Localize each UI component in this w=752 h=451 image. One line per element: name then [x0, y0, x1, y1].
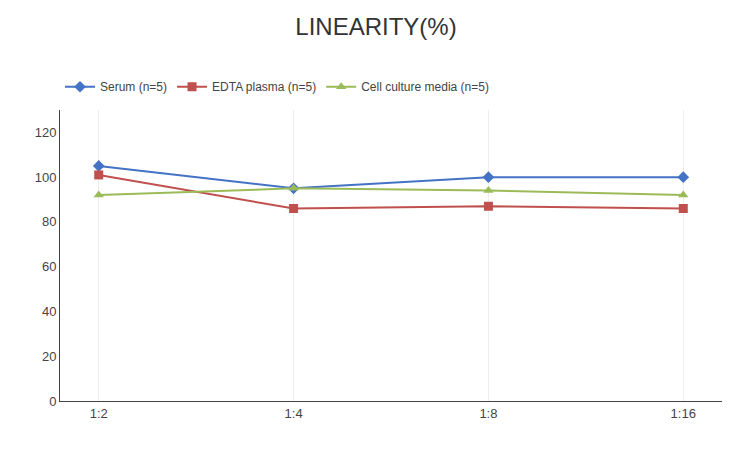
svg-text:40: 40 — [42, 304, 56, 319]
svg-text:1:16: 1:16 — [671, 406, 696, 421]
svg-text:60: 60 — [42, 259, 56, 274]
svg-text:80: 80 — [42, 214, 56, 229]
svg-text:Cell culture media (n=5): Cell culture media (n=5) — [361, 80, 489, 94]
svg-text:1:8: 1:8 — [479, 406, 497, 421]
svg-text:1:4: 1:4 — [285, 406, 303, 421]
svg-text:0: 0 — [49, 394, 56, 409]
svg-text:LINEARITY(%): LINEARITY(%) — [295, 13, 456, 40]
svg-text:100: 100 — [35, 170, 57, 185]
svg-text:EDTA plasma (n=5): EDTA plasma (n=5) — [212, 80, 316, 94]
svg-text:Serum (n=5): Serum (n=5) — [100, 80, 167, 94]
svg-text:120: 120 — [35, 125, 57, 140]
svg-text:1:2: 1:2 — [90, 406, 108, 421]
svg-text:20: 20 — [42, 349, 56, 364]
